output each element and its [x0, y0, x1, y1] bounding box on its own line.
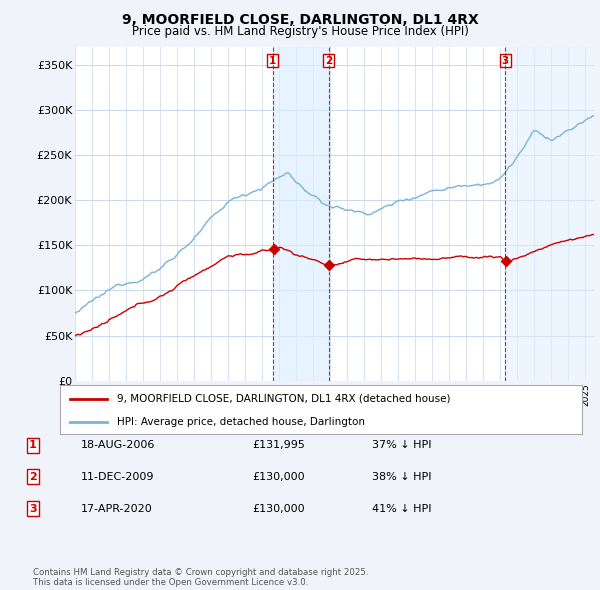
Text: 37% ↓ HPI: 37% ↓ HPI	[372, 441, 431, 450]
Text: 1: 1	[29, 441, 37, 450]
Text: 11-DEC-2009: 11-DEC-2009	[81, 472, 155, 481]
Bar	[273, 47, 329, 381]
Text: 38% ↓ HPI: 38% ↓ HPI	[372, 472, 431, 481]
Text: 41% ↓ HPI: 41% ↓ HPI	[372, 504, 431, 513]
Text: 1: 1	[269, 55, 277, 65]
Text: 2: 2	[325, 55, 332, 65]
Text: 3: 3	[29, 504, 37, 513]
Text: 17-APR-2020: 17-APR-2020	[81, 504, 153, 513]
Text: £130,000: £130,000	[252, 504, 305, 513]
Text: Contains HM Land Registry data © Crown copyright and database right 2025.
This d: Contains HM Land Registry data © Crown c…	[33, 568, 368, 587]
Text: £130,000: £130,000	[252, 472, 305, 481]
Bar	[505, 47, 594, 381]
Text: 18-AUG-2006: 18-AUG-2006	[81, 441, 155, 450]
Text: Price paid vs. HM Land Registry's House Price Index (HPI): Price paid vs. HM Land Registry's House …	[131, 25, 469, 38]
Text: 9, MOORFIELD CLOSE, DARLINGTON, DL1 4RX (detached house): 9, MOORFIELD CLOSE, DARLINGTON, DL1 4RX …	[118, 394, 451, 404]
Text: 3: 3	[502, 55, 509, 65]
Text: £131,995: £131,995	[252, 441, 305, 450]
Text: 2: 2	[29, 472, 37, 481]
Text: 9, MOORFIELD CLOSE, DARLINGTON, DL1 4RX: 9, MOORFIELD CLOSE, DARLINGTON, DL1 4RX	[122, 13, 478, 27]
Text: HPI: Average price, detached house, Darlington: HPI: Average price, detached house, Darl…	[118, 417, 365, 427]
